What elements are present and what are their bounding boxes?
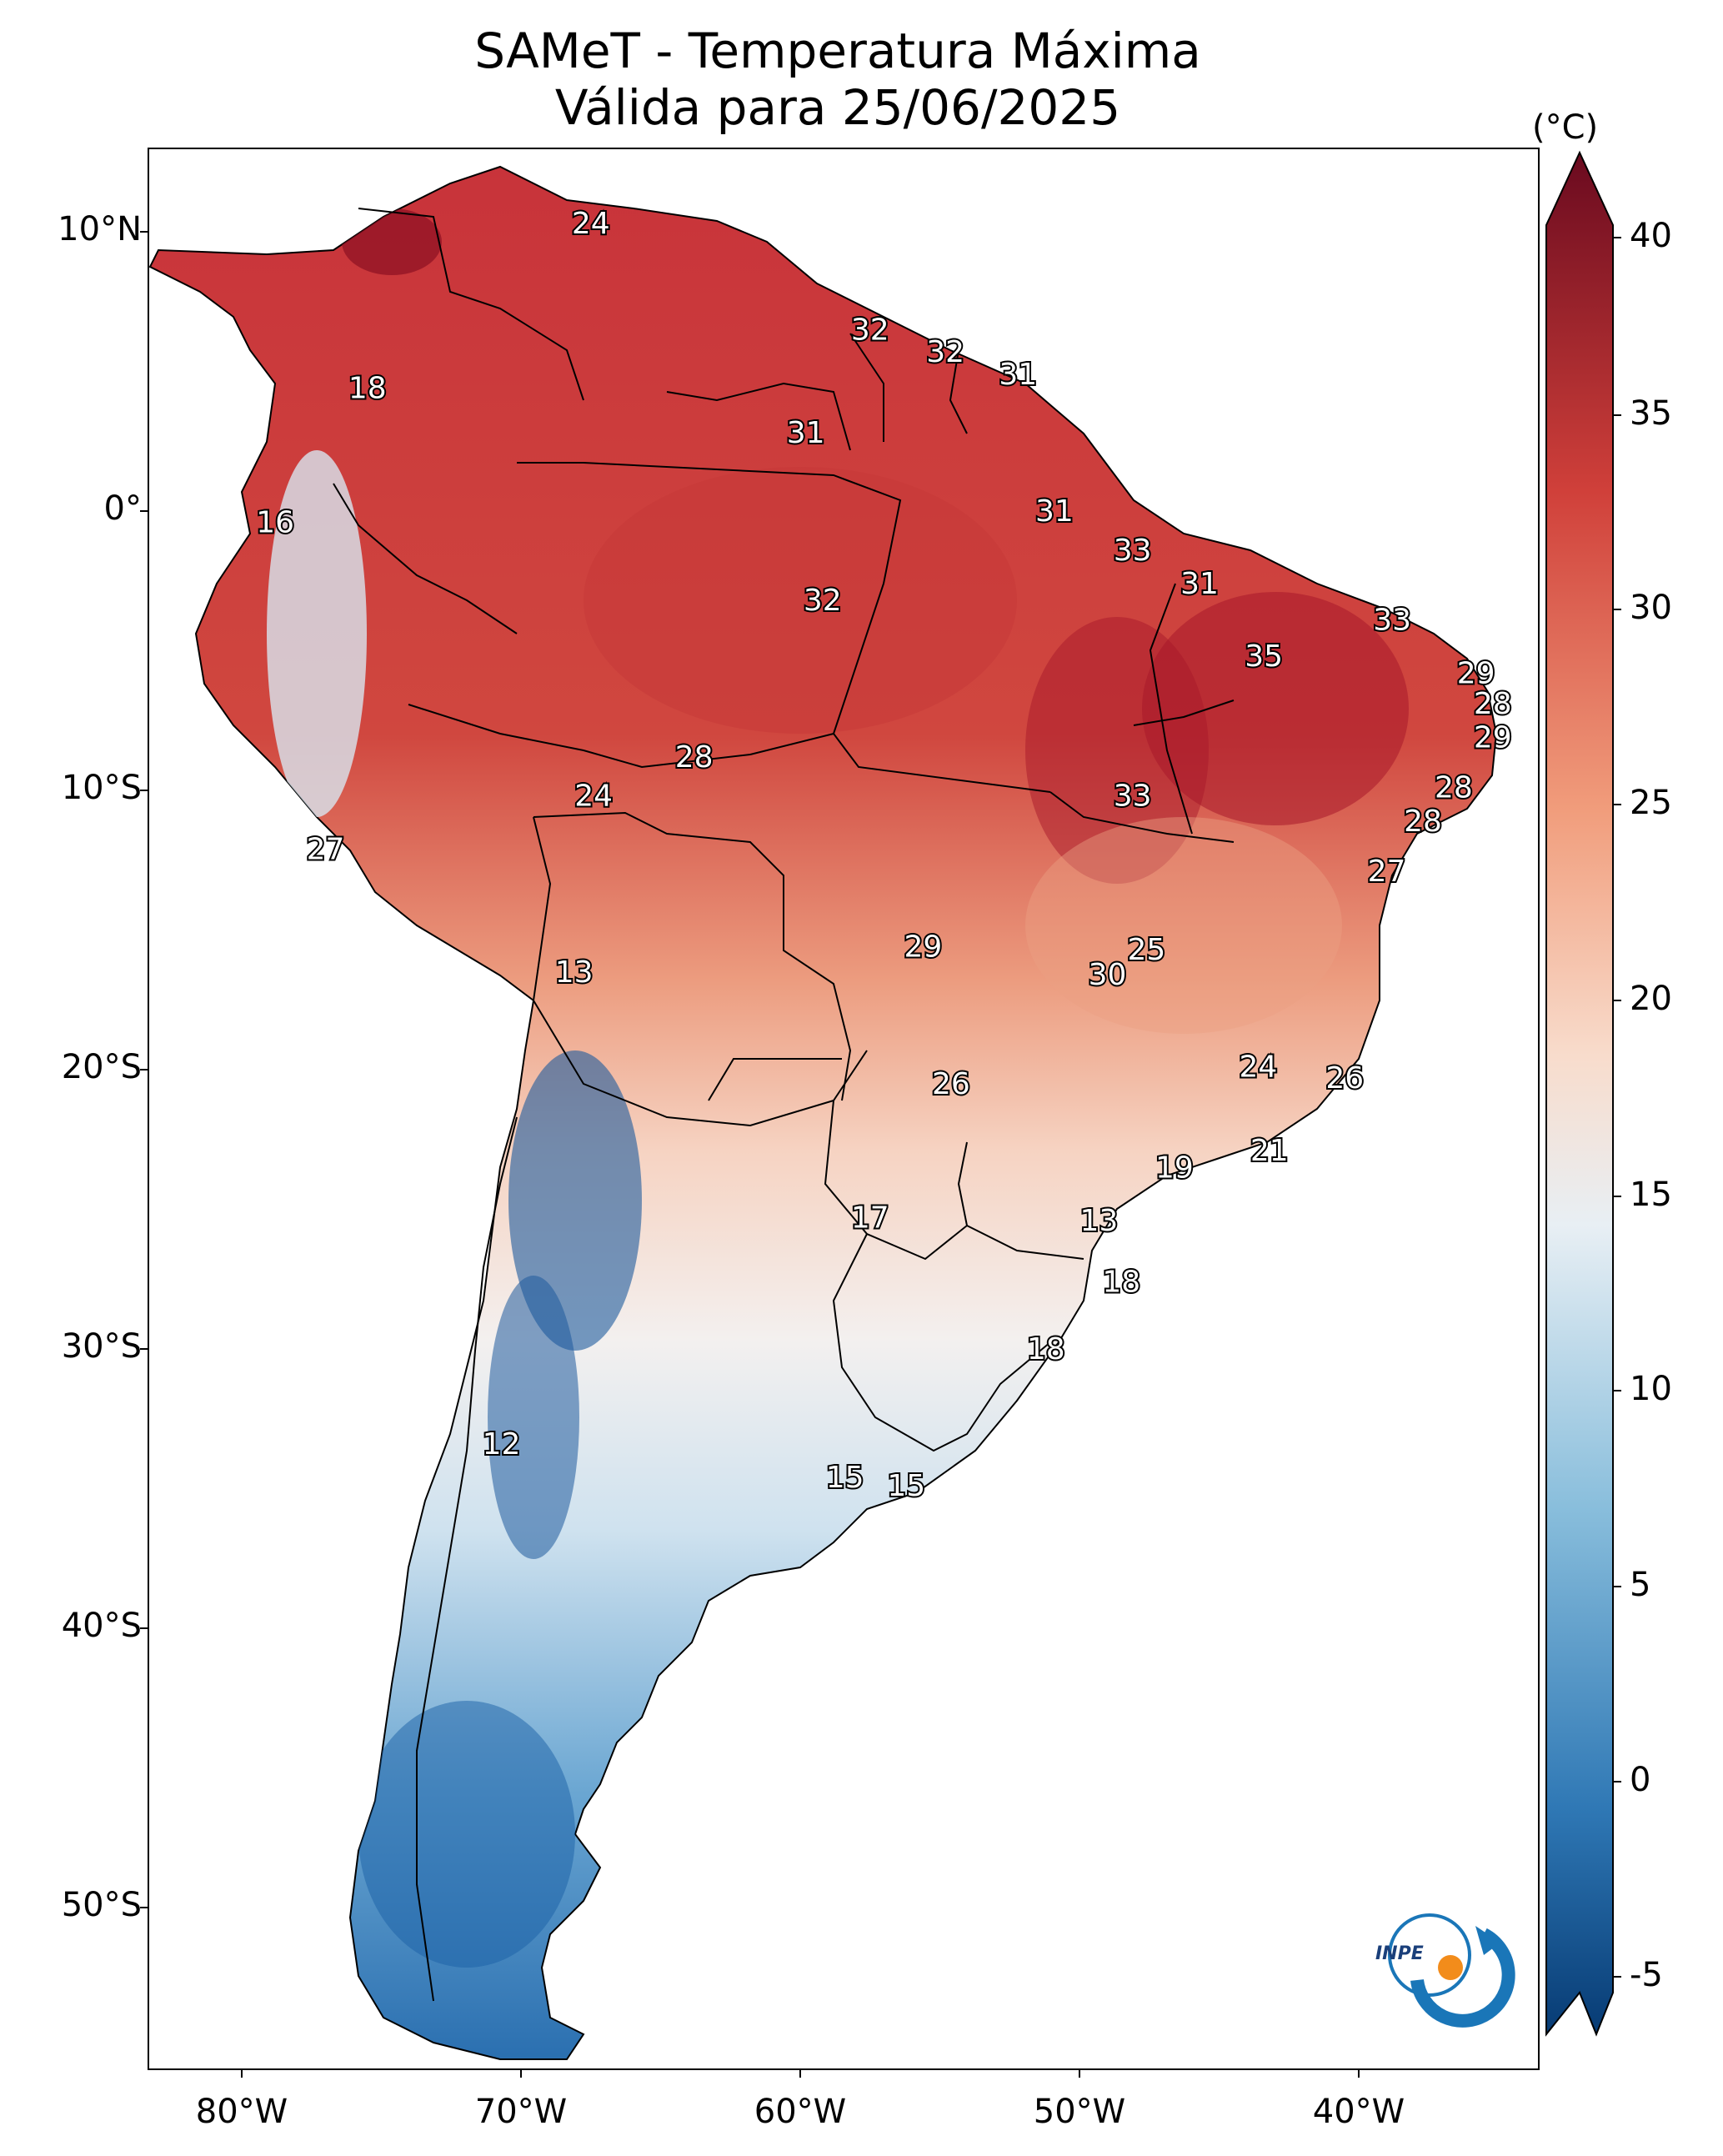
temperature-label: 28 (1404, 805, 1442, 839)
temperature-label: 28 (1474, 687, 1512, 721)
lat-tick-30s: 30°S (61, 1327, 142, 1366)
lon-tick-60w: 60°W (754, 2093, 847, 2131)
colorbar-tick-minus5: -5 (1630, 1956, 1663, 1994)
temperature-label: 13 (555, 955, 594, 990)
colorbar-tick-20: 20 (1630, 980, 1672, 1018)
temperature-label: 30 (1089, 958, 1127, 992)
colorbar-tick-15: 15 (1630, 1176, 1672, 1214)
temperature-label: 24 (572, 207, 610, 241)
temperature-label: 28 (675, 740, 714, 775)
colorbar-unit-label: (°C) (1532, 108, 1599, 147)
temperature-label: 25 (1127, 933, 1165, 967)
temperature-label: 28 (1435, 771, 1473, 805)
temperature-label: 12 (483, 1427, 521, 1462)
temperature-label: 32 (851, 313, 889, 347)
temperature-label: 18 (1027, 1332, 1065, 1366)
colorbar-tick-marks (1613, 237, 1621, 1978)
temperature-label: 15 (826, 1461, 864, 1495)
temperature-label: 32 (804, 584, 842, 618)
colorbar-tick-0: 0 (1630, 1761, 1651, 1799)
temperature-label: 26 (1325, 1061, 1364, 1096)
temperature-field-overlays (267, 208, 1409, 1968)
lon-tick-70w: 70°W (474, 2093, 568, 2131)
lat-tick-40s: 40°S (61, 1607, 142, 1645)
temperature-label: 31 (1180, 567, 1219, 601)
lat-tick-10n: 10°N (58, 210, 142, 248)
colorbar-tick-30: 30 (1630, 589, 1672, 627)
temperature-label: 18 (1102, 1266, 1140, 1300)
temperature-label: 29 (1457, 656, 1495, 690)
temperature-label: 18 (348, 372, 387, 406)
temperature-label: 19 (1155, 1151, 1194, 1185)
colorbar (1545, 150, 1614, 2037)
lon-tick-80w: 80°W (195, 2093, 288, 2131)
temperature-label: 33 (1114, 534, 1152, 568)
lat-tick-10s: 10°S (61, 769, 142, 807)
temperature-label: 27 (307, 832, 345, 866)
temperature-label: 16 (256, 505, 294, 539)
colorbar-tick-5: 5 (1630, 1566, 1651, 1604)
temperature-label: 13 (1080, 1204, 1119, 1238)
colorbar-tick-25: 25 (1630, 784, 1672, 822)
temperature-label: 26 (932, 1067, 970, 1101)
lat-tick-20s: 20°S (61, 1048, 142, 1086)
temperature-label: 27 (1368, 855, 1406, 889)
axis-tick-marks (140, 231, 1360, 2078)
lat-tick-0: 0° (103, 489, 142, 528)
lon-tick-40w: 40°W (1312, 2093, 1405, 2131)
map-title: SAMeT - Temperatura Máxima (474, 23, 1201, 79)
inpe-logo: INPE (1375, 1913, 1515, 2028)
inpe-logo-text: INPE (1375, 1943, 1424, 1964)
temperature-label: 24 (574, 780, 613, 814)
temperature-label: 29 (904, 930, 942, 965)
temperature-label: 31 (1035, 494, 1074, 529)
temperature-label: 31 (999, 358, 1037, 392)
country-borders (333, 208, 1235, 2002)
temperature-label: 17 (851, 1201, 889, 1236)
temperature-label: 21 (1250, 1134, 1289, 1168)
temperature-label: 15 (887, 1469, 925, 1503)
colorbar-tick-40: 40 (1630, 217, 1672, 255)
temperature-label: 33 (1114, 780, 1152, 814)
temperature-label: 31 (787, 416, 825, 450)
colorbar-tick-10: 10 (1630, 1370, 1672, 1408)
temperature-label: 29 (1474, 720, 1512, 755)
temperature-label: 32 (926, 335, 964, 369)
temperature-label: 24 (1239, 1050, 1277, 1085)
lat-tick-50s: 50°S (61, 1886, 142, 1924)
lon-tick-50w: 50°W (1033, 2093, 1126, 2131)
colorbar-tick-35: 35 (1630, 394, 1672, 433)
temperature-label: 35 (1245, 639, 1283, 674)
temperature-label: 33 (1373, 604, 1411, 638)
map-subtitle: Válida para 25/06/2025 (554, 79, 1121, 136)
